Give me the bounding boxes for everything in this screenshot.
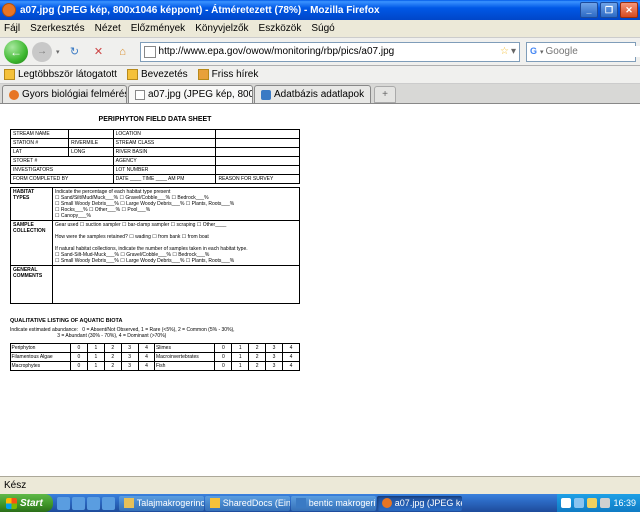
- quick-icon[interactable]: [57, 497, 70, 510]
- tab-label: Gyors biológiai felmérési módszer prot…: [22, 89, 127, 100]
- menu-help[interactable]: Súgó: [311, 23, 334, 34]
- quick-icon[interactable]: [102, 497, 115, 510]
- window-titlebar: a07.jpg (JPEG kép, 800x1046 képpont) - Á…: [0, 0, 640, 20]
- bookmark-label: Legtöbbször látogatott: [18, 69, 117, 80]
- status-text: Kész: [4, 480, 26, 491]
- menu-tools[interactable]: Eszközök: [259, 23, 302, 34]
- page-icon: [135, 90, 145, 100]
- search-input[interactable]: [546, 46, 640, 57]
- new-tab-button[interactable]: +: [374, 86, 396, 103]
- taskbar-label: Talajmakrogerincte…: [137, 498, 204, 508]
- bookmarks-bar: Legtöbbször látogatott Bevezetés Friss h…: [0, 66, 640, 84]
- home-button[interactable]: ⌂: [114, 43, 132, 61]
- close-button[interactable]: ✕: [620, 2, 638, 18]
- document-image: PERIPHYTON FIELD DATA SHEET STREAM NAMEL…: [10, 108, 300, 371]
- bookmark-intro[interactable]: Bevezetés: [127, 69, 188, 80]
- doc-title: PERIPHYTON FIELD DATA SHEET: [10, 116, 300, 123]
- start-label: Start: [20, 498, 43, 509]
- bookmark-label: Bevezetés: [141, 69, 188, 80]
- menu-bookmarks[interactable]: Könyvjelzők: [195, 23, 248, 34]
- nav-toolbar: ← → ▾ ↻ ✕ ⌂ ☆ ▾ G ▾: [0, 38, 640, 66]
- tabbar: Gyors biológiai felmérési módszer prot… …: [0, 84, 640, 104]
- quick-launch: [57, 497, 115, 510]
- reload-button[interactable]: ↻: [66, 43, 84, 61]
- url-input[interactable]: [159, 46, 498, 57]
- folder-icon: [127, 69, 138, 80]
- stop-button[interactable]: ✕: [90, 43, 108, 61]
- menu-view[interactable]: Nézet: [95, 23, 121, 34]
- menu-history[interactable]: Előzmények: [131, 23, 185, 34]
- tab-label: Adatbázis adatlapok: [274, 89, 364, 100]
- bookmark-news[interactable]: Friss hírek: [198, 69, 259, 80]
- url-bar[interactable]: ☆ ▾: [140, 42, 520, 62]
- system-tray: 16:39: [557, 494, 640, 512]
- taskbar-btn-4[interactable]: a07.jpg (JPEG kép, 8…: [377, 496, 462, 511]
- nav-dropdown-icon[interactable]: ▾: [56, 48, 60, 56]
- tray-icon[interactable]: [561, 498, 571, 508]
- firefox-icon: [9, 90, 19, 100]
- tab-3[interactable]: Adatbázis adatlapok: [254, 85, 371, 103]
- taskbar-label: SharedDocs (Eineve): [223, 498, 290, 508]
- taskbar-label: bentic makrogerinces…: [309, 498, 376, 508]
- app-icon: [296, 498, 306, 508]
- folder-icon: [4, 69, 15, 80]
- statusbar: Kész: [0, 476, 640, 494]
- taskbar-btn-3[interactable]: bentic makrogerinces…: [291, 496, 376, 511]
- google-icon: G: [530, 46, 537, 58]
- tray-icon[interactable]: [600, 498, 610, 508]
- ql-table: Periphyton01234Slimes01234 Filamentous A…: [10, 343, 300, 371]
- bookmark-most-visited[interactable]: Legtöbbször látogatott: [4, 69, 117, 80]
- doc-body-table: HABITAT TYPESIndicate the percentage of …: [10, 187, 300, 304]
- page-icon: [144, 46, 156, 58]
- bookmark-star-icon[interactable]: ☆: [500, 46, 509, 57]
- folder-icon: [210, 498, 220, 508]
- taskbar-label: a07.jpg (JPEG kép, 8…: [395, 498, 462, 508]
- search-dropdown-icon[interactable]: ▾: [540, 48, 544, 56]
- back-button[interactable]: ←: [4, 40, 28, 64]
- tab-label: a07.jpg (JPEG kép, 800x1046 ké…: [148, 89, 253, 100]
- bookmark-label: Friss hírek: [212, 69, 259, 80]
- tray-icon[interactable]: [574, 498, 584, 508]
- start-button[interactable]: Start: [0, 494, 53, 512]
- clock: 16:39: [613, 498, 636, 508]
- menu-file[interactable]: Fájl: [4, 23, 20, 34]
- database-icon: [261, 90, 271, 100]
- content-area: PERIPHYTON FIELD DATA SHEET STREAM NAMEL…: [0, 104, 640, 492]
- maximize-button[interactable]: ❐: [600, 2, 618, 18]
- tray-icon[interactable]: [587, 498, 597, 508]
- menubar: Fájl Szerkesztés Nézet Előzmények Könyvj…: [0, 20, 640, 38]
- quick-icon[interactable]: [72, 497, 85, 510]
- ql-subtitle: Indicate estimated abundance: 0 = Absent…: [10, 327, 300, 339]
- window-title: a07.jpg (JPEG kép, 800x1046 képpont) - Á…: [20, 5, 580, 16]
- taskbar-btn-2[interactable]: SharedDocs (Eineve): [205, 496, 290, 511]
- minimize-button[interactable]: _: [580, 2, 598, 18]
- firefox-icon: [382, 498, 392, 508]
- rss-icon: [198, 69, 209, 80]
- tab-1[interactable]: Gyors biológiai felmérési módszer prot… …: [2, 85, 127, 103]
- quick-icon[interactable]: [87, 497, 100, 510]
- doc-header-table: STREAM NAMELOCATION STATION #RIVERMILEST…: [10, 129, 300, 184]
- url-dropdown-icon[interactable]: ▾: [511, 46, 516, 57]
- taskbar-btn-1[interactable]: Talajmakrogerincte…: [119, 496, 204, 511]
- ql-title: QUALITATIVE LISTING OF AQUATIC BIOTA: [10, 318, 300, 324]
- app-icon: [124, 498, 134, 508]
- firefox-icon: [2, 3, 16, 17]
- search-box[interactable]: G ▾: [526, 42, 636, 62]
- tab-2[interactable]: a07.jpg (JPEG kép, 800x1046 ké… ×: [128, 85, 253, 103]
- window-buttons: _ ❐ ✕: [580, 2, 638, 18]
- taskbar: Start Talajmakrogerincte… SharedDocs (Ei…: [0, 494, 640, 512]
- forward-button[interactable]: →: [32, 42, 52, 62]
- menu-edit[interactable]: Szerkesztés: [30, 23, 84, 34]
